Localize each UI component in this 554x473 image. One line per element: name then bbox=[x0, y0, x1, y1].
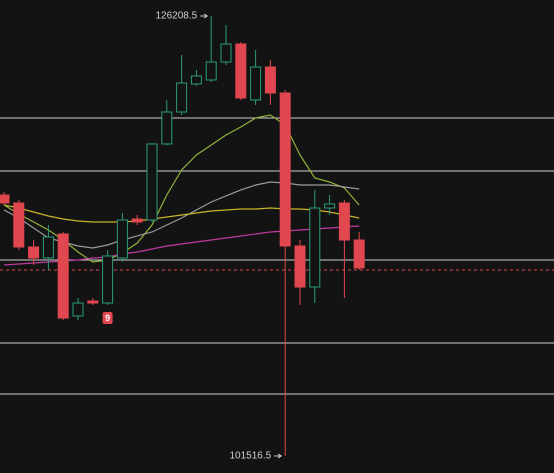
candle-body bbox=[279, 92, 291, 247]
candle-body bbox=[13, 202, 25, 248]
candle-body bbox=[235, 43, 247, 99]
candle-body bbox=[28, 246, 40, 259]
moving-average bbox=[3, 204, 360, 223]
candle-body bbox=[102, 255, 114, 304]
moving-average bbox=[3, 225, 360, 266]
candle-body bbox=[324, 203, 336, 209]
candle-body bbox=[116, 219, 128, 259]
candle-body bbox=[87, 300, 99, 304]
candle-body bbox=[161, 111, 173, 145]
price-label: 101516.5 bbox=[229, 451, 271, 462]
candle-body bbox=[264, 66, 276, 94]
candle-body bbox=[220, 43, 232, 63]
candle-body bbox=[42, 236, 54, 259]
signal-badge bbox=[102, 312, 113, 325]
candle-body bbox=[131, 218, 143, 223]
candle-body bbox=[146, 143, 158, 221]
price-label: 126208.5 bbox=[155, 11, 197, 22]
label-arrow-head bbox=[277, 453, 283, 459]
candle-body bbox=[309, 207, 321, 288]
candle-body bbox=[176, 82, 188, 113]
candle-body bbox=[294, 245, 306, 288]
candle-body bbox=[353, 239, 365, 269]
signal-label: 9 bbox=[105, 313, 110, 323]
candle-body bbox=[57, 233, 69, 319]
candle-body bbox=[250, 66, 262, 101]
candle-body bbox=[72, 302, 84, 317]
label-arrow-head bbox=[203, 13, 209, 19]
candle-body bbox=[205, 61, 217, 81]
candle-body bbox=[338, 202, 350, 241]
candle-body bbox=[190, 75, 202, 85]
candle-body bbox=[0, 194, 10, 204]
